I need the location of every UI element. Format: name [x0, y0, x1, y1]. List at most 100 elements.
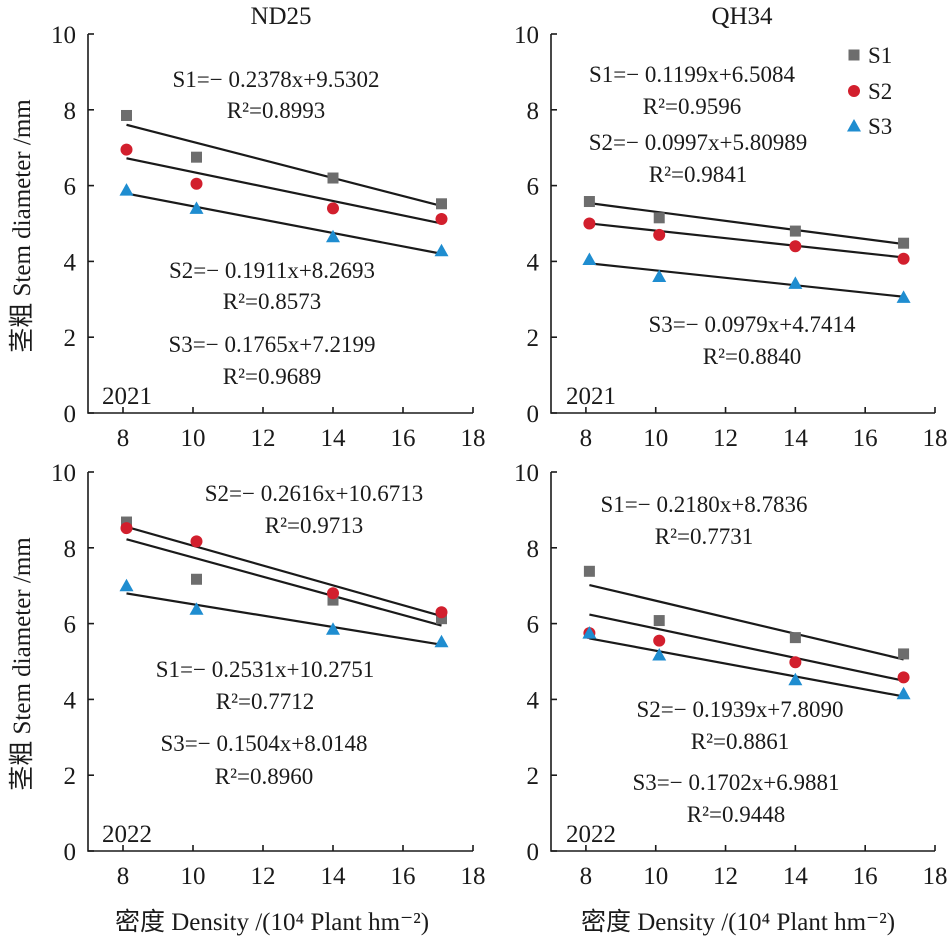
- equation-s3: S3=− 0.1504x+8.0148: [161, 731, 368, 756]
- x-tick-label: 12: [713, 863, 738, 890]
- point-s1: [789, 632, 801, 644]
- fit-line-s3: [126, 192, 442, 255]
- r-squared-s3: R²=0.8960: [215, 764, 313, 789]
- y-tick-label: 6: [64, 612, 77, 639]
- point-s1: [121, 109, 132, 121]
- point-s3: [326, 229, 340, 243]
- y-axis-label-bottom: 茎粗 Stem diameter /mm: [8, 537, 36, 791]
- y-tick-label: 6: [64, 174, 77, 201]
- point-s1: [436, 198, 447, 210]
- panels: 0 2 4 6 8 10 8 10 12 14 16 18 ND25 2021 S1=− 0.2378x+9…: [51, 3, 948, 890]
- x-tick-label: 10: [643, 425, 668, 452]
- panel-title: QH34: [711, 3, 773, 30]
- r-squared-s1: R²=0.7731: [655, 524, 753, 549]
- x-tick-label: 18: [461, 425, 486, 452]
- x-tick-label: 14: [783, 425, 809, 452]
- point-s2: [897, 671, 910, 684]
- x-tick-label: 16: [853, 425, 878, 452]
- y-tick-label: 10: [51, 22, 76, 49]
- point-s2: [120, 143, 133, 156]
- equation-s1: S1=− 0.2531x+10.2751: [156, 657, 374, 682]
- panel-year: 2022: [566, 821, 616, 848]
- x-tick-label: 14: [321, 863, 347, 890]
- point-s2: [897, 252, 910, 265]
- legend-label-s2: S2: [868, 79, 892, 104]
- y-tick-label: 0: [64, 839, 77, 866]
- point-s1: [327, 594, 339, 606]
- point-s2: [789, 240, 802, 253]
- r-squared-s1: R²=0.8993: [227, 98, 325, 123]
- equation-s1: S1=− 0.2378x+9.5302: [173, 67, 380, 92]
- y-tick-label: 4: [527, 249, 540, 276]
- point-s2: [327, 202, 339, 215]
- y-tick-label: 10: [514, 22, 539, 49]
- y-tick-label: 6: [527, 612, 540, 639]
- point-s3: [434, 243, 449, 257]
- point-s3: [652, 648, 667, 661]
- equation-s2: S2=− 0.1911x+8.2693: [169, 258, 375, 283]
- x-axis-label-left: 密度 Density /(10⁴ Plant hm⁻²): [115, 908, 429, 936]
- point-s3: [119, 578, 134, 592]
- fit-line-s3: [589, 262, 904, 298]
- point-s1: [789, 225, 801, 237]
- x-tick-label: 8: [580, 425, 593, 452]
- panel-year: 2021: [566, 383, 616, 410]
- fit-line-s2: [589, 613, 904, 682]
- y-tick-label: 2: [527, 763, 540, 790]
- point-s3: [788, 276, 803, 289]
- point-s1: [583, 565, 595, 577]
- equation-s2: S2=− 0.0997x+5.80989: [589, 130, 807, 155]
- equation-s3: S3=− 0.0979x+4.7414: [649, 312, 856, 337]
- panel-title: ND25: [250, 3, 311, 30]
- x-tick-label: 18: [923, 425, 948, 452]
- fit-line-s1: [126, 123, 442, 207]
- fit-line-s2: [126, 525, 442, 618]
- r-squared-s3: R²=0.9448: [687, 802, 785, 827]
- y-tick-label: 8: [64, 98, 77, 125]
- x-tick-label: 12: [713, 425, 738, 452]
- panel-1: 0 2 4 6 8 10 8 10 12 14 16 18 ND25 2021 S1=− 0.2378x+9…: [51, 3, 486, 452]
- fit-line-s2: [589, 222, 904, 259]
- x-tick-label: 10: [181, 863, 206, 890]
- fit-line-s3: [126, 592, 442, 646]
- fit-line-s2: [126, 157, 442, 225]
- point-s2: [120, 522, 133, 535]
- fit-line-s3: [589, 637, 904, 698]
- equation-s3: S3=− 0.1702x+6.9881: [633, 770, 840, 795]
- y-tick-label: 2: [64, 325, 77, 352]
- r-squared-s2: R²=0.8573: [223, 289, 321, 314]
- x-tick-label: 18: [461, 863, 486, 890]
- x-tick-label: 10: [181, 425, 206, 452]
- r-squared-s3: R²=0.8840: [703, 344, 801, 369]
- y-tick-label: 2: [527, 325, 540, 352]
- point-s3: [896, 686, 911, 700]
- point-s3: [434, 634, 449, 648]
- point-s2: [789, 656, 802, 669]
- y-tick-label: 8: [527, 536, 540, 563]
- x-axis-label-right: 密度 Density /(10⁴ Plant hm⁻²): [581, 908, 895, 936]
- panel-4: 0 2 4 6 8 10 8 10 12 14 16 18 2022 S1=− 0.2180x+8.783…: [514, 460, 948, 890]
- y-tick-label: 8: [64, 536, 77, 563]
- y-tick-label: 4: [64, 249, 77, 276]
- x-tick-label: 12: [251, 425, 276, 452]
- legend: S1 S2 S3: [847, 43, 892, 139]
- point-s1: [653, 615, 665, 627]
- panel-year: 2021: [102, 383, 152, 410]
- x-tick-label: 18: [923, 863, 948, 890]
- point-s3: [326, 622, 340, 635]
- y-tick-label: 6: [527, 174, 540, 201]
- r-squared-s1: R²=0.9596: [643, 94, 741, 119]
- legend-marker-s3: [847, 119, 861, 132]
- point-s1: [191, 151, 202, 163]
- r-squared-s2: R²=0.8861: [691, 729, 789, 754]
- point-s3: [652, 269, 667, 283]
- point-s1: [121, 516, 132, 528]
- y-tick-label: 10: [51, 460, 76, 487]
- x-tick-label: 10: [643, 863, 668, 890]
- y-tick-label: 8: [527, 98, 540, 125]
- fit-line-s1: [589, 202, 904, 246]
- point-s3: [896, 290, 911, 303]
- x-tick-label: 16: [391, 863, 416, 890]
- point-s3: [582, 252, 597, 266]
